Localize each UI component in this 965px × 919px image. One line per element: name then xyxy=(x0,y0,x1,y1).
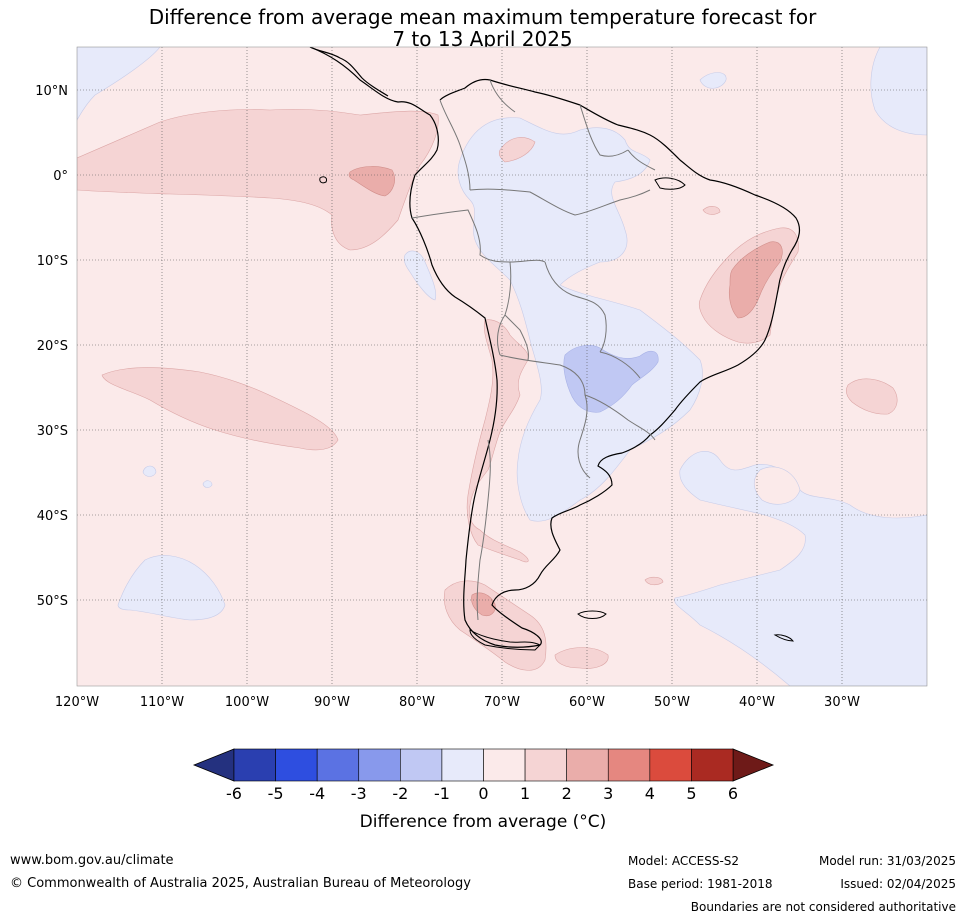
amazon-mouth xyxy=(654,177,686,190)
colorbar-box xyxy=(524,748,567,782)
colorbar-box xyxy=(483,748,526,782)
colorbar-tick-label: -1 xyxy=(434,784,450,803)
model-text: Model: ACCESS-S2 xyxy=(628,854,740,868)
colorbar-box xyxy=(649,748,692,782)
lon-label-110w: 110°W xyxy=(140,695,184,710)
colorbar-arrow-low xyxy=(192,748,235,782)
colorbar-box xyxy=(275,748,318,782)
lon-label-80w: 80°W xyxy=(399,695,435,710)
colorbar-box xyxy=(316,748,360,782)
warm-anomaly-galapagos xyxy=(348,166,395,197)
colorbar-box xyxy=(566,748,609,782)
disclaimer-text: Boundaries are not considered authoritat… xyxy=(690,900,956,914)
colorbar-label: Difference from average (°C) xyxy=(360,812,607,832)
cool-anomaly-south-atlantic xyxy=(674,451,927,686)
warm-anomaly-south-pacific-band xyxy=(101,367,339,451)
lon-label-40w: 40°W xyxy=(739,695,775,710)
colorbar-tick-label: 0 xyxy=(478,784,488,803)
graticule xyxy=(77,47,927,686)
map-title-line2: 7 to 13 April 2025 xyxy=(392,27,573,51)
lat-label-10n: 10°N xyxy=(35,84,68,99)
warm-anomaly-amazon-north xyxy=(498,137,536,163)
warm-anomaly-south-atlantic-east xyxy=(846,378,898,415)
cool-anomaly-top-right xyxy=(870,47,927,136)
model-run-text: Model run: 31/03/2025 xyxy=(818,854,956,868)
lat-label-20s: 20°S xyxy=(37,339,68,354)
central-america-coastline xyxy=(309,47,389,97)
cool-anomaly-top-left xyxy=(77,47,161,121)
base-period-text: Base period: 1981-2018 xyxy=(628,877,773,891)
cool-anomaly-southeast-pacific xyxy=(117,555,226,621)
colorbar-tick-label: 1 xyxy=(520,784,530,803)
lat-label-30s: 30°S xyxy=(37,424,68,439)
warm-anomaly-small-atlantic xyxy=(644,576,664,586)
warm-anomaly-small-brazil xyxy=(702,206,721,215)
map-title-line1: Difference from average mean maximum tem… xyxy=(148,5,817,29)
warm-anomaly-andes-central xyxy=(466,319,529,563)
lon-label-60w: 60°W xyxy=(569,695,605,710)
cool-anomaly-small-north xyxy=(699,72,727,89)
colorbar-box xyxy=(441,748,484,782)
cool-anomaly-dot-1 xyxy=(142,465,157,477)
colorbar-box xyxy=(400,748,443,782)
warm-anomaly-falklands xyxy=(554,647,609,669)
anomaly-shading xyxy=(77,47,927,686)
issued-text: Issued: 02/04/2025 xyxy=(840,877,956,891)
colorbar-tick-label: 4 xyxy=(645,784,655,803)
colorbar: -6 -5 -4 -3 -2 -1 0 1 2 3 4 5 6 Difference from aver… xyxy=(192,748,775,832)
lat-label-40s: 40°S xyxy=(37,509,68,524)
cool-anomaly-peru-coast xyxy=(403,250,437,301)
falkland-islands xyxy=(577,610,607,619)
colorbar-tick-label: -3 xyxy=(351,784,367,803)
lon-label-100w: 100°W xyxy=(225,695,269,710)
warm-anomaly-brazil-core xyxy=(728,241,783,319)
colorbar-tick-label: 6 xyxy=(728,784,738,803)
colorbar-box xyxy=(607,748,651,782)
tierra-del-fuego xyxy=(469,629,541,651)
colorbar-tick-label: 3 xyxy=(603,784,613,803)
galapagos-islands xyxy=(319,176,327,184)
lat-label-10s: 10°S xyxy=(37,254,68,269)
colorbar-tick-label: -4 xyxy=(309,784,325,803)
south-america-coastline xyxy=(309,47,801,648)
lat-label-0: 0° xyxy=(53,169,68,184)
colorbar-tick-label: 5 xyxy=(686,784,696,803)
map-frame xyxy=(76,46,928,687)
cool-anomaly-dot-2 xyxy=(202,480,213,488)
lon-label-90w: 90°W xyxy=(314,695,350,710)
colorbar-tick-label: -2 xyxy=(392,784,408,803)
south-georgia xyxy=(773,634,795,642)
warm-anomaly-patagonia xyxy=(443,580,547,671)
cool-anomaly-amazon xyxy=(457,117,703,522)
colorbar-box xyxy=(358,748,401,782)
lon-label-30w: 30°W xyxy=(824,695,860,710)
coastlines xyxy=(309,47,801,651)
lon-label-50w: 50°W xyxy=(654,695,690,710)
lon-label-70w: 70°W xyxy=(484,695,520,710)
colorbar-box xyxy=(691,748,734,782)
country-borders xyxy=(411,79,656,621)
colorbar-arrow-high xyxy=(732,748,775,782)
warm-anomaly-equatorial-pacific xyxy=(77,108,439,251)
colorbar-tick-label: -6 xyxy=(226,784,242,803)
website-link[interactable]: www.bom.gov.au/climate xyxy=(10,853,174,868)
lat-label-50s: 50°S xyxy=(37,594,68,609)
colorbar-box xyxy=(233,748,276,782)
warm-gap-south-atlantic xyxy=(753,466,801,505)
colorbar-tick-label: -5 xyxy=(268,784,284,803)
lon-label-120w: 120°W xyxy=(55,695,99,710)
colorbar-tick-label: 2 xyxy=(562,784,572,803)
copyright-text: © Commonwealth of Australia 2025, Austra… xyxy=(10,876,471,891)
